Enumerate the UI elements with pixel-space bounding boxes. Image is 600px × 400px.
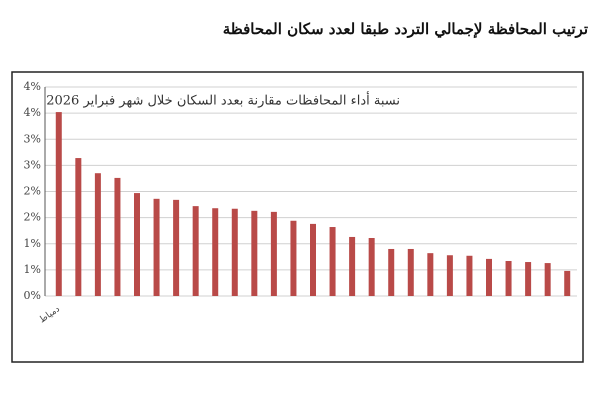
y-tick-label: 2% bbox=[24, 211, 41, 224]
bar bbox=[407, 248, 414, 296]
bar bbox=[466, 255, 473, 296]
bar bbox=[55, 112, 62, 296]
bar bbox=[231, 208, 238, 296]
annotation: نسبة أداء المحافظات مقارنة بعدد السكان خ… bbox=[46, 92, 400, 109]
bar bbox=[75, 158, 82, 296]
bar bbox=[388, 248, 395, 296]
bar bbox=[134, 193, 140, 296]
bar bbox=[544, 263, 551, 296]
y-tick-label: 2% bbox=[24, 185, 41, 198]
bar bbox=[505, 260, 512, 296]
bar bbox=[290, 220, 297, 296]
bar bbox=[446, 255, 453, 296]
y-tick-label: 1% bbox=[24, 237, 41, 250]
bar bbox=[486, 258, 492, 296]
bar bbox=[329, 227, 336, 296]
bar bbox=[349, 236, 356, 296]
bar bbox=[153, 198, 160, 296]
bar bbox=[368, 238, 375, 296]
y-tick-label: 3% bbox=[24, 132, 41, 145]
bar bbox=[251, 210, 258, 296]
chart-frame bbox=[11, 71, 584, 363]
bar bbox=[94, 173, 101, 296]
bar bbox=[310, 223, 316, 296]
chart-title: ترتيب المحافظة لإجمالي التردد طبقا لعدد … bbox=[223, 20, 588, 39]
y-tick-label: 1% bbox=[24, 263, 41, 276]
bar bbox=[173, 199, 180, 296]
y-tick-label: 3% bbox=[24, 158, 41, 171]
y-tick-label: 4% bbox=[24, 106, 41, 119]
bar bbox=[192, 206, 199, 296]
y-tick-label: 4% bbox=[24, 80, 41, 93]
bar bbox=[525, 262, 532, 296]
bar bbox=[114, 177, 121, 296]
bar bbox=[427, 253, 434, 296]
y-tick-label: 0% bbox=[24, 289, 41, 302]
x-tick-label: دمياط bbox=[38, 304, 62, 325]
bar bbox=[270, 211, 277, 296]
bar bbox=[564, 270, 571, 296]
bar bbox=[212, 208, 219, 296]
